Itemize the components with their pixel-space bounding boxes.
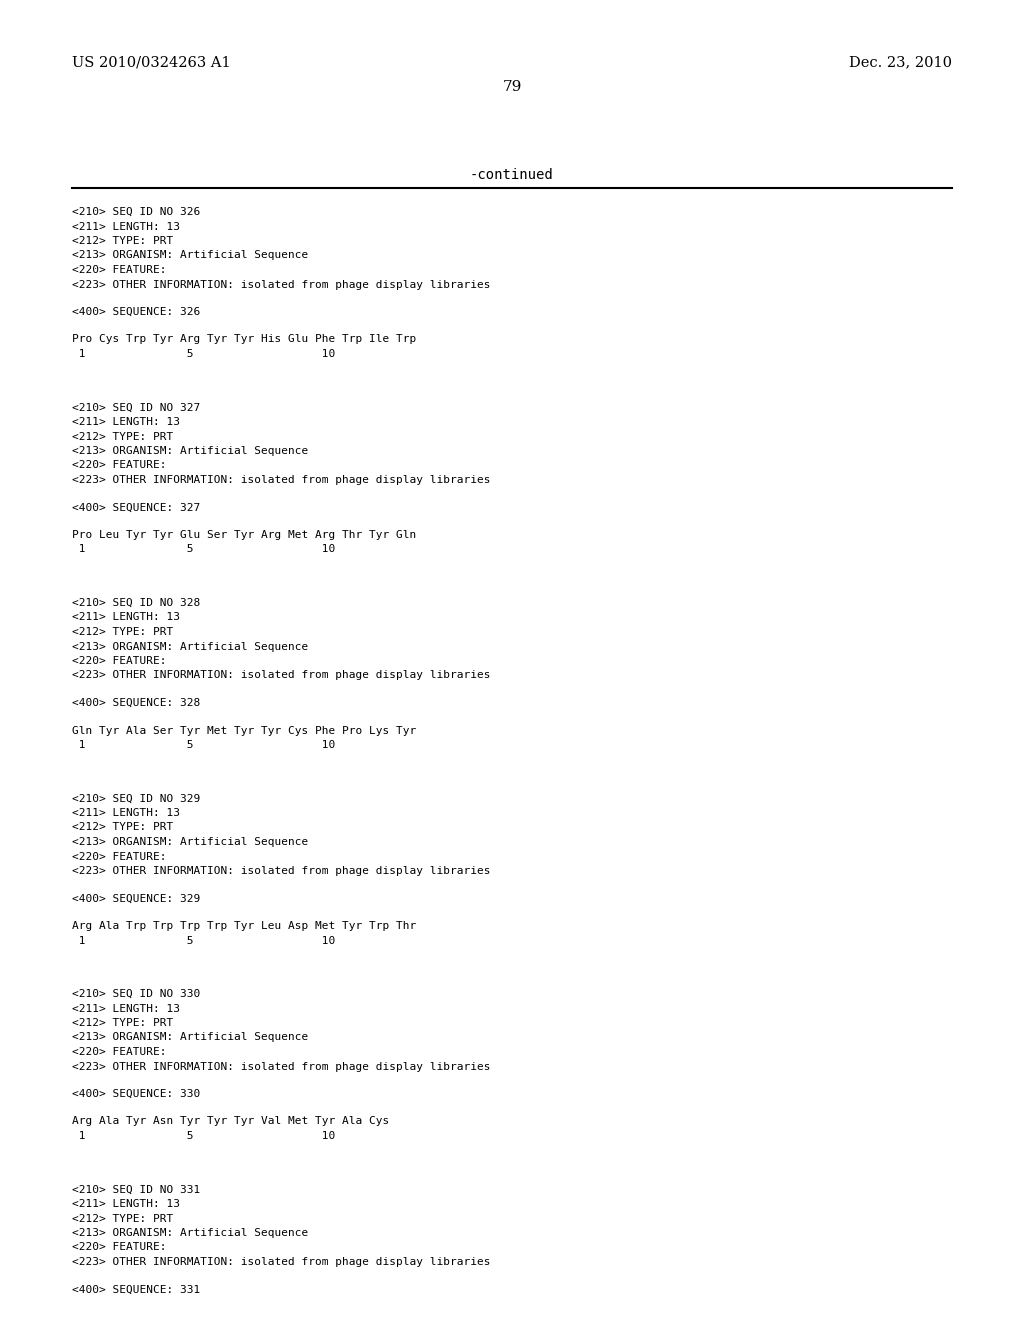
Text: <400> SEQUENCE: 329: <400> SEQUENCE: 329 [72,894,201,903]
Text: <213> ORGANISM: Artificial Sequence: <213> ORGANISM: Artificial Sequence [72,1032,308,1043]
Text: <213> ORGANISM: Artificial Sequence: <213> ORGANISM: Artificial Sequence [72,251,308,260]
Text: <220> FEATURE:: <220> FEATURE: [72,265,167,275]
Text: <211> LENGTH: 13: <211> LENGTH: 13 [72,1199,180,1209]
Text: <210> SEQ ID NO 328: <210> SEQ ID NO 328 [72,598,201,609]
Text: <213> ORGANISM: Artificial Sequence: <213> ORGANISM: Artificial Sequence [72,446,308,455]
Text: 1               5                   10: 1 5 10 [72,1131,335,1140]
Text: <210> SEQ ID NO 331: <210> SEQ ID NO 331 [72,1184,201,1195]
Text: <213> ORGANISM: Artificial Sequence: <213> ORGANISM: Artificial Sequence [72,1228,308,1238]
Text: 1               5                   10: 1 5 10 [72,936,335,945]
Text: <400> SEQUENCE: 328: <400> SEQUENCE: 328 [72,698,201,708]
Text: <400> SEQUENCE: 326: <400> SEQUENCE: 326 [72,308,201,317]
Text: Pro Cys Trp Tyr Arg Tyr Tyr His Glu Phe Trp Ile Trp: Pro Cys Trp Tyr Arg Tyr Tyr His Glu Phe … [72,334,416,345]
Text: <210> SEQ ID NO 329: <210> SEQ ID NO 329 [72,793,201,804]
Text: Pro Leu Tyr Tyr Glu Ser Tyr Arg Met Arg Thr Tyr Gln: Pro Leu Tyr Tyr Glu Ser Tyr Arg Met Arg … [72,531,416,540]
Text: <223> OTHER INFORMATION: isolated from phage display libraries: <223> OTHER INFORMATION: isolated from p… [72,280,490,289]
Text: <220> FEATURE:: <220> FEATURE: [72,851,167,862]
Text: <211> LENGTH: 13: <211> LENGTH: 13 [72,222,180,231]
Text: <210> SEQ ID NO 326: <210> SEQ ID NO 326 [72,207,201,216]
Text: <223> OTHER INFORMATION: isolated from phage display libraries: <223> OTHER INFORMATION: isolated from p… [72,1061,490,1072]
Text: <213> ORGANISM: Artificial Sequence: <213> ORGANISM: Artificial Sequence [72,642,308,652]
Text: US 2010/0324263 A1: US 2010/0324263 A1 [72,55,230,69]
Text: 1               5                   10: 1 5 10 [72,544,335,554]
Text: <220> FEATURE:: <220> FEATURE: [72,1047,167,1057]
Text: <220> FEATURE:: <220> FEATURE: [72,656,167,667]
Text: <223> OTHER INFORMATION: isolated from phage display libraries: <223> OTHER INFORMATION: isolated from p… [72,475,490,484]
Text: <211> LENGTH: 13: <211> LENGTH: 13 [72,1003,180,1014]
Text: <210> SEQ ID NO 330: <210> SEQ ID NO 330 [72,989,201,999]
Text: <212> TYPE: PRT: <212> TYPE: PRT [72,822,173,833]
Text: 79: 79 [503,81,521,94]
Text: <212> TYPE: PRT: <212> TYPE: PRT [72,432,173,441]
Text: <211> LENGTH: 13: <211> LENGTH: 13 [72,808,180,818]
Text: <210> SEQ ID NO 327: <210> SEQ ID NO 327 [72,403,201,412]
Text: <400> SEQUENCE: 331: <400> SEQUENCE: 331 [72,1284,201,1295]
Text: <400> SEQUENCE: 327: <400> SEQUENCE: 327 [72,503,201,512]
Text: <220> FEATURE:: <220> FEATURE: [72,461,167,470]
Text: <223> OTHER INFORMATION: isolated from phage display libraries: <223> OTHER INFORMATION: isolated from p… [72,866,490,876]
Text: <212> TYPE: PRT: <212> TYPE: PRT [72,1213,173,1224]
Text: <223> OTHER INFORMATION: isolated from phage display libraries: <223> OTHER INFORMATION: isolated from p… [72,1257,490,1267]
Text: Gln Tyr Ala Ser Tyr Met Tyr Tyr Cys Phe Pro Lys Tyr: Gln Tyr Ala Ser Tyr Met Tyr Tyr Cys Phe … [72,726,416,735]
Text: <400> SEQUENCE: 330: <400> SEQUENCE: 330 [72,1089,201,1100]
Text: Dec. 23, 2010: Dec. 23, 2010 [849,55,952,69]
Text: Arg Ala Tyr Asn Tyr Tyr Tyr Val Met Tyr Ala Cys: Arg Ala Tyr Asn Tyr Tyr Tyr Val Met Tyr … [72,1117,389,1126]
Text: -continued: -continued [470,168,554,182]
Text: <212> TYPE: PRT: <212> TYPE: PRT [72,236,173,246]
Text: <212> TYPE: PRT: <212> TYPE: PRT [72,1018,173,1028]
Text: <211> LENGTH: 13: <211> LENGTH: 13 [72,417,180,426]
Text: <212> TYPE: PRT: <212> TYPE: PRT [72,627,173,638]
Text: <220> FEATURE:: <220> FEATURE: [72,1242,167,1253]
Text: <223> OTHER INFORMATION: isolated from phage display libraries: <223> OTHER INFORMATION: isolated from p… [72,671,490,681]
Text: <213> ORGANISM: Artificial Sequence: <213> ORGANISM: Artificial Sequence [72,837,308,847]
Text: <211> LENGTH: 13: <211> LENGTH: 13 [72,612,180,623]
Text: 1               5                   10: 1 5 10 [72,741,335,750]
Text: Arg Ala Trp Trp Trp Trp Tyr Leu Asp Met Tyr Trp Thr: Arg Ala Trp Trp Trp Trp Tyr Leu Asp Met … [72,921,416,931]
Text: 1               5                   10: 1 5 10 [72,348,335,359]
